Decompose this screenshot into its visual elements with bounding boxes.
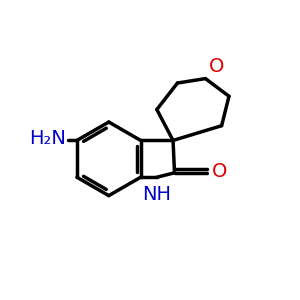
- Text: H₂N: H₂N: [29, 130, 66, 148]
- Text: NH: NH: [142, 184, 171, 204]
- Text: O: O: [209, 57, 224, 76]
- Text: O: O: [212, 162, 228, 181]
